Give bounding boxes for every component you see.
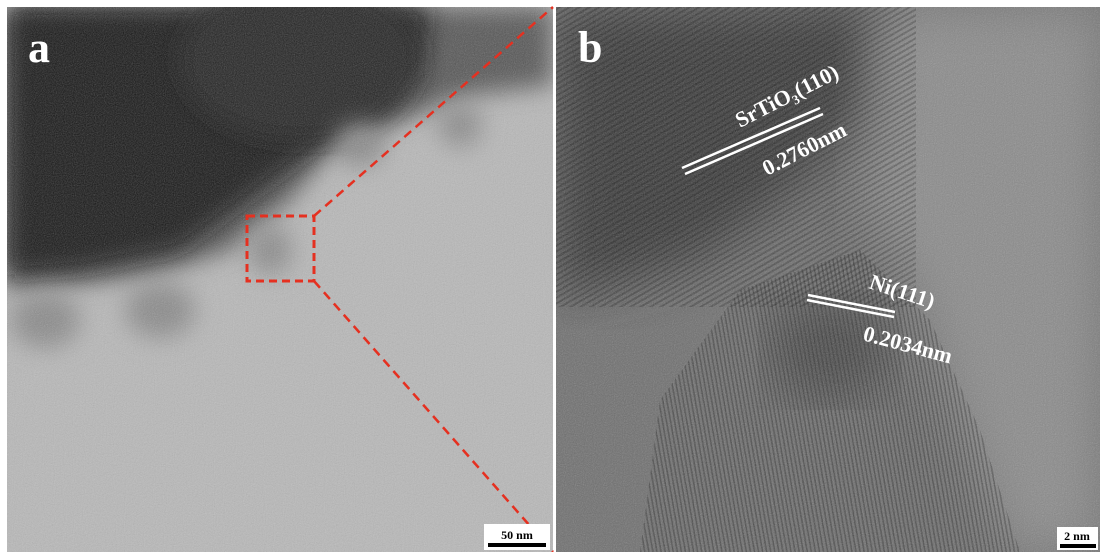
scale-bar-label: 50 nm — [501, 528, 533, 542]
figure: a 50 nm b SrTiO₃(110) 0.2760nm Ni(111) 0… — [0, 0, 1100, 552]
panel-letter: a — [28, 23, 50, 72]
scale-bar — [1060, 544, 1096, 548]
panel-letter: b — [578, 23, 602, 72]
scale-bar-label: 2 nm — [1064, 529, 1090, 543]
scale-bar — [488, 543, 546, 547]
panel-a-image — [7, 0, 553, 552]
